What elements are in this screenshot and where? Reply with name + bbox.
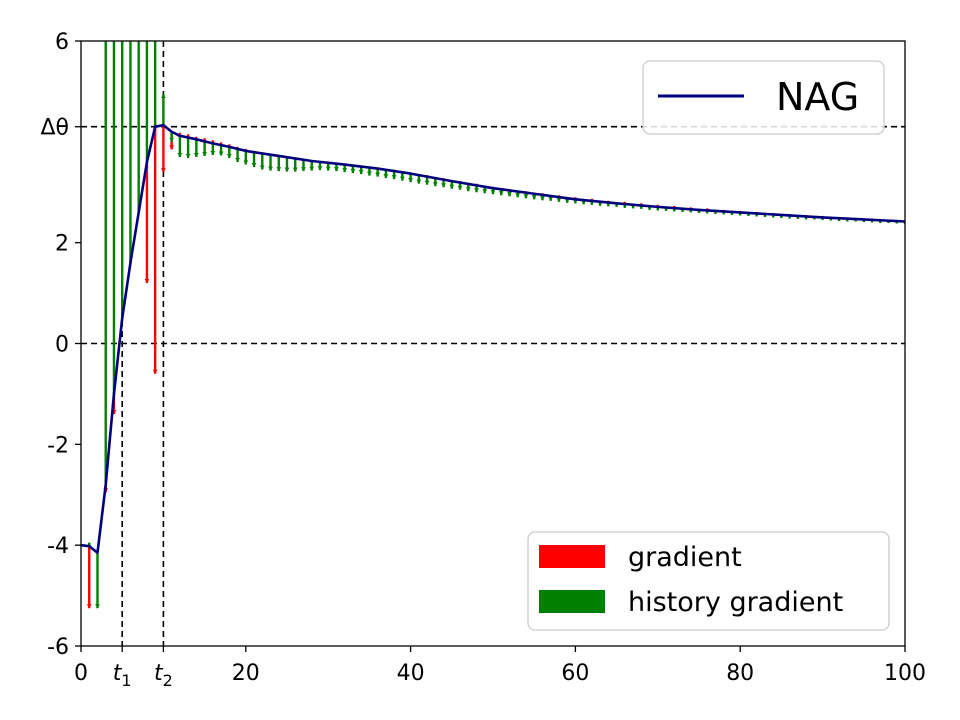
series-layer (81, 123, 905, 555)
history-gradient-arrow-27 (309, 160, 315, 171)
legend-bottom-box (527, 531, 890, 631)
history-gradient-arrow-35 (375, 168, 381, 177)
history-gradient-arrow-36 (383, 169, 389, 179)
history-gradient-arrow-38 (399, 172, 405, 181)
history-gradient-arrow-34 (367, 167, 372, 176)
gradient-arrow-0 (86, 546, 92, 609)
history-gradient-arrow-13 (193, 139, 199, 157)
history-gradient-arrow-37 (391, 171, 397, 180)
history-gradient-arrow-41 (424, 176, 430, 185)
series-line-nag (81, 123, 905, 555)
x-axis: 0 t1 t2 20 40 60 80 100 (74, 646, 926, 690)
history-gradient-arrow-26 (301, 159, 306, 172)
history-gradient-arrow-16 (218, 145, 224, 156)
y-tick-label-6: 6 (55, 30, 69, 55)
legend-history-gradient-label: history gradient (628, 587, 843, 618)
history-gradient-arrow-12 (185, 137, 191, 158)
gradient-arrow-6 (152, 126, 158, 374)
history-gradient-arrow-22 (268, 154, 273, 171)
history-gradient-arrow-23 (276, 155, 282, 172)
history-gradient-arrow-1 (95, 552, 100, 609)
y-tick-label-1: -4 (47, 534, 69, 559)
history-gradient-arrow-39 (408, 173, 413, 183)
legend-gradient-label: gradient (628, 542, 742, 573)
history-gradient-arrow-20 (251, 152, 257, 168)
history-gradient-arrow-42 (432, 178, 438, 187)
x-tick-label-4: 40 (397, 661, 425, 686)
legend-gradient-patch (539, 545, 605, 568)
history-gradient-arrow-21 (259, 153, 265, 170)
history-gradient-arrow-19 (243, 150, 249, 165)
history-gradient-arrow-9 (161, 93, 166, 126)
history-gradient-arrow-24 (284, 157, 290, 172)
history-gradient-arrow-11 (177, 135, 183, 157)
y-tick-label-4: 2 (55, 232, 69, 257)
x-tick-label-2: t2 (154, 661, 173, 690)
y-axis: -6 -4 -2 0 2 Δθ 6 (40, 30, 81, 660)
history-gradient-arrow-14 (202, 141, 207, 156)
history-gradient-arrow-28 (317, 161, 323, 171)
gradient-arrow-7 (161, 125, 166, 173)
legend-nag-label: NAG (776, 75, 859, 119)
x-tick-label-0: 0 (74, 661, 88, 686)
legend-bottom: gradient history gradient (527, 531, 890, 631)
history-gradient-arrows (86, 41, 905, 609)
history-gradient-arrow-17 (226, 146, 232, 158)
y-tick-label-2: -2 (47, 433, 69, 458)
x-tick-label-1: t1 (113, 661, 132, 690)
x-tick-label-5: 60 (561, 661, 589, 686)
x-tick-label-6: 80 (726, 661, 754, 686)
x-tick-label-7: 100 (884, 661, 926, 686)
legend-history-gradient-patch (539, 590, 605, 613)
gradient-arrow-5 (144, 162, 150, 283)
y-tick-label-3: 0 (55, 333, 69, 358)
y-tick-label-5: Δθ (40, 116, 69, 141)
x-tick-label-3: 20 (232, 661, 260, 686)
legend-top-box (642, 60, 885, 135)
y-tick-label-0: -6 (47, 635, 69, 660)
history-gradient-arrow-15 (210, 143, 216, 155)
history-gradient-arrow-10 (169, 131, 175, 142)
history-gradient-arrow-25 (292, 158, 298, 172)
history-gradient-arrow-40 (416, 175, 422, 184)
legend-top: NAG (642, 60, 885, 135)
history-gradient-arrow-18 (235, 148, 240, 162)
